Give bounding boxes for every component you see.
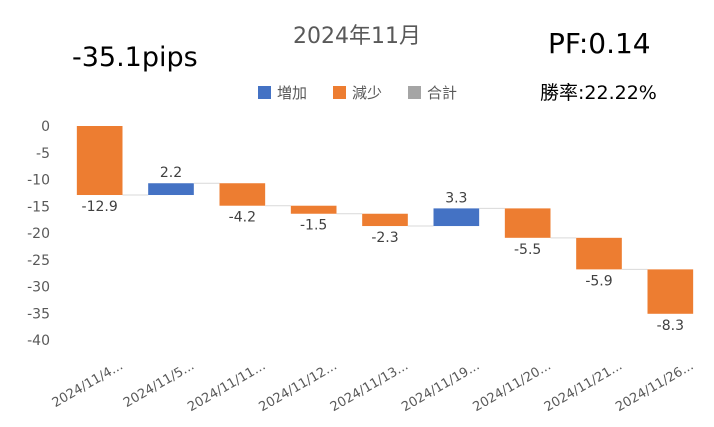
legend-label-increase: 増加 [277,84,308,102]
x-tick-label: 2024/11/12... [257,358,340,415]
waterfall-bar [148,183,194,196]
waterfall-bar [504,208,551,238]
x-tick-label: 2024/11/21... [542,358,625,415]
waterfall-bar [76,126,123,196]
x-tick-label: 2024/11/4... [50,358,126,411]
legend-swatch-increase [258,86,271,99]
waterfall-bar [219,183,266,206]
legend-item-increase: 増加 [258,82,307,103]
y-tick-label: -20 [27,226,50,242]
legend-swatch-total [408,86,422,99]
y-tick-label: -40 [27,333,50,349]
data-label: -5.9 [585,273,612,289]
profit-factor-label: PF:0.14 [548,27,651,60]
waterfall-bar [576,237,622,270]
y-tick-label: -5 [36,146,50,162]
chart-title: 2024年11月 [293,24,421,49]
data-label: -12.9 [82,199,118,215]
data-label: -2.3 [371,230,398,246]
data-label: 3.3 [445,190,467,206]
legend-item-total: 合計 [408,82,457,103]
y-tick-label: -10 [27,173,50,189]
x-tick-label: 2024/11/20... [471,358,554,415]
data-label: -1.5 [300,218,327,234]
waterfall-bar [433,208,480,227]
legend-item-decrease: 減少 [333,82,382,103]
x-tick-label: 2024/11/11... [185,358,268,415]
waterfall-bar [290,205,337,214]
y-tick-label: 0 [41,119,50,135]
x-tick-label: 2024/11/13... [328,358,411,415]
data-label: -4.2 [229,210,256,226]
x-tick-label: 2024/11/26... [613,358,696,415]
waterfall-bar [647,269,694,314]
waterfall-bar [362,213,408,227]
data-label: 2.2 [160,165,182,181]
y-tick-label: -25 [27,253,50,269]
x-tick-label: 2024/11/19... [399,358,482,415]
legend-swatch-decrease [333,86,347,99]
y-tick-label: -15 [27,199,50,215]
chart-legend: 増加 減少 合計 [258,82,457,103]
legend-label-total: 合計 [427,84,458,102]
data-label: -8.3 [657,318,684,334]
data-label: -5.5 [514,242,541,258]
y-tick-label: -30 [27,280,50,296]
win-rate-label: 勝率:22.22% [540,82,657,104]
y-tick-label: -35 [27,306,50,322]
legend-label-decrease: 減少 [352,84,383,102]
pips-total-label: -35.1pips [72,42,198,73]
